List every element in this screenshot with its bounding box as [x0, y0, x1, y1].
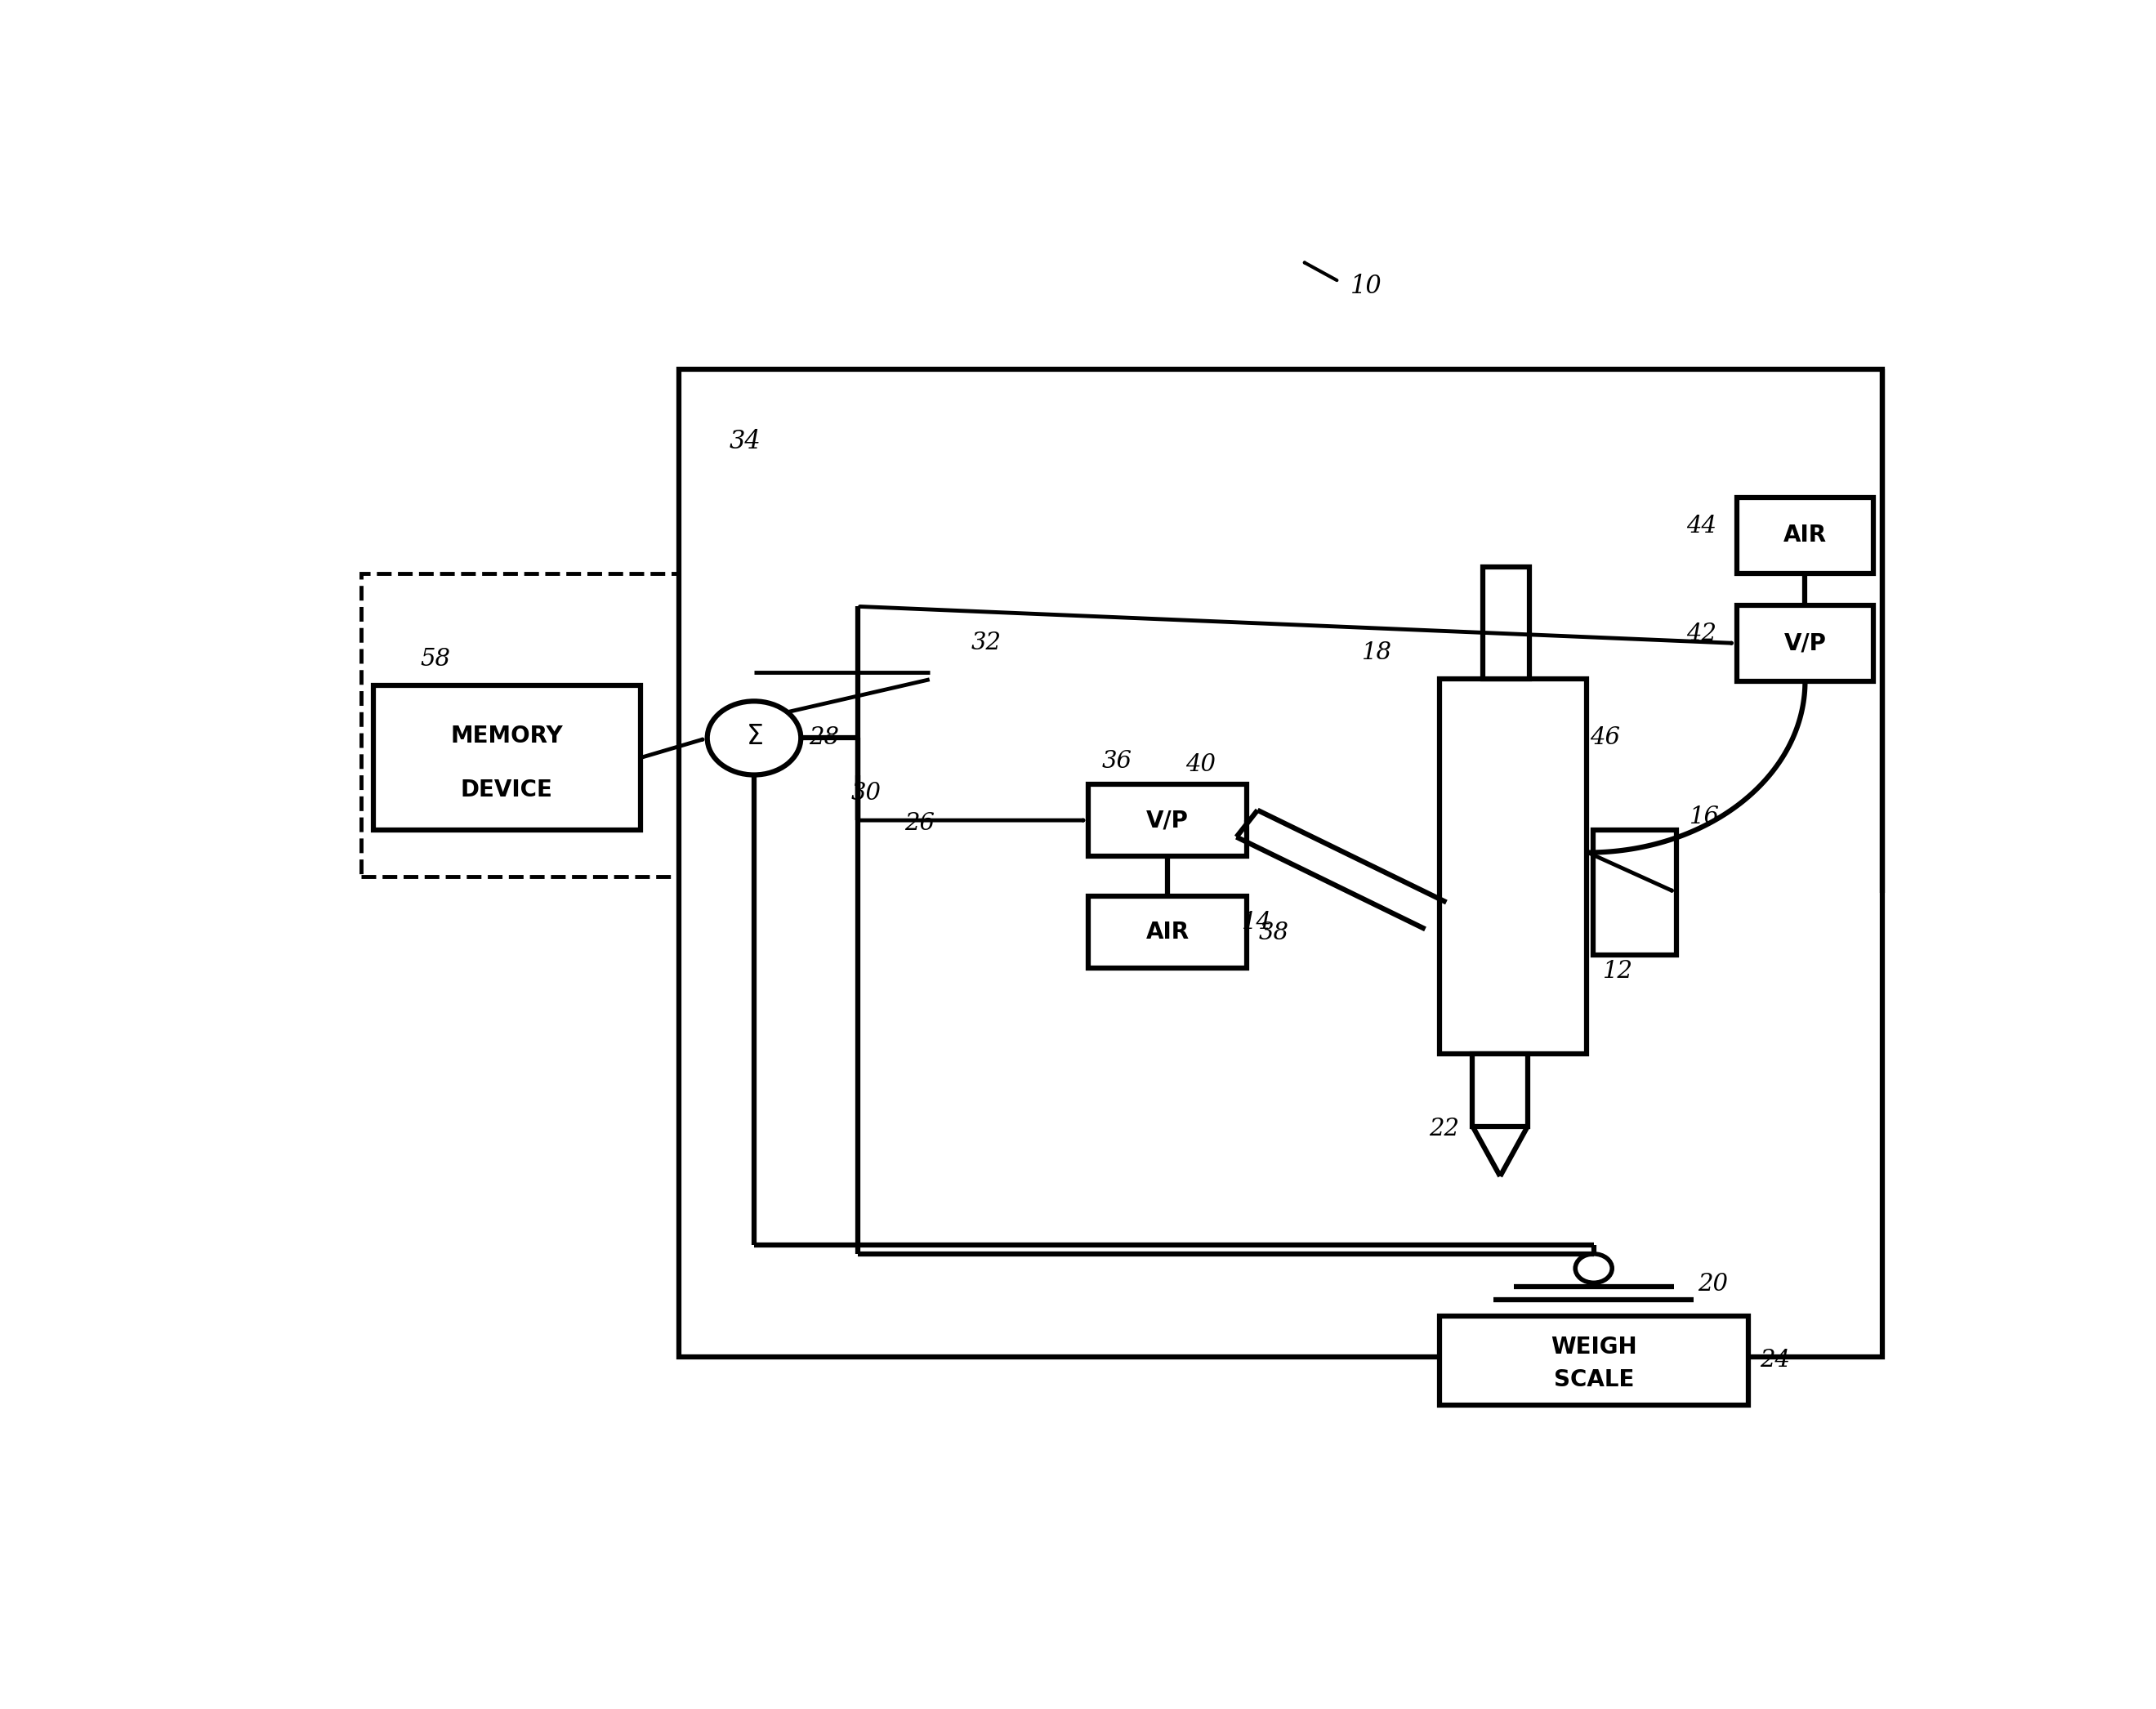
FancyBboxPatch shape	[362, 574, 929, 877]
FancyBboxPatch shape	[1736, 605, 1874, 682]
Text: 20: 20	[1699, 1273, 1729, 1295]
Text: AIR: AIR	[1783, 525, 1826, 547]
Text: MEMORY: MEMORY	[451, 725, 563, 747]
FancyBboxPatch shape	[1473, 1054, 1529, 1126]
Text: WEIGH: WEIGH	[1550, 1336, 1636, 1359]
FancyBboxPatch shape	[679, 369, 1882, 1357]
Text: $\Sigma$: $\Sigma$	[746, 723, 763, 750]
FancyBboxPatch shape	[373, 685, 640, 831]
Text: 36: 36	[1102, 750, 1132, 772]
Text: 46: 46	[1589, 726, 1619, 750]
Text: 26: 26	[906, 812, 936, 836]
Text: 10: 10	[1350, 273, 1382, 299]
FancyBboxPatch shape	[1089, 896, 1246, 969]
FancyBboxPatch shape	[1438, 1316, 1749, 1405]
Text: 22: 22	[1429, 1118, 1460, 1140]
Text: 38: 38	[1259, 921, 1289, 945]
FancyBboxPatch shape	[1483, 567, 1529, 678]
Text: 40: 40	[1186, 754, 1216, 776]
Text: AIR: AIR	[1145, 921, 1190, 943]
FancyBboxPatch shape	[1593, 831, 1677, 955]
Text: 28: 28	[808, 726, 839, 750]
FancyBboxPatch shape	[1089, 784, 1246, 856]
Text: V/P: V/P	[1147, 808, 1188, 832]
FancyBboxPatch shape	[1736, 497, 1874, 574]
FancyBboxPatch shape	[1438, 678, 1587, 1054]
Text: 30: 30	[852, 781, 882, 805]
Text: 42: 42	[1686, 622, 1716, 646]
Text: 32: 32	[970, 632, 1003, 655]
Text: SCALE: SCALE	[1554, 1369, 1634, 1391]
Text: 34: 34	[729, 429, 761, 455]
Text: 18: 18	[1363, 641, 1393, 663]
Text: V/P: V/P	[1783, 632, 1826, 655]
Text: 16: 16	[1690, 805, 1720, 829]
Text: 14: 14	[1242, 911, 1272, 933]
Text: 58: 58	[420, 648, 451, 670]
Text: 24: 24	[1759, 1348, 1789, 1372]
Text: DEVICE: DEVICE	[461, 778, 552, 802]
Text: 12: 12	[1602, 959, 1632, 983]
Text: 44: 44	[1686, 514, 1716, 538]
